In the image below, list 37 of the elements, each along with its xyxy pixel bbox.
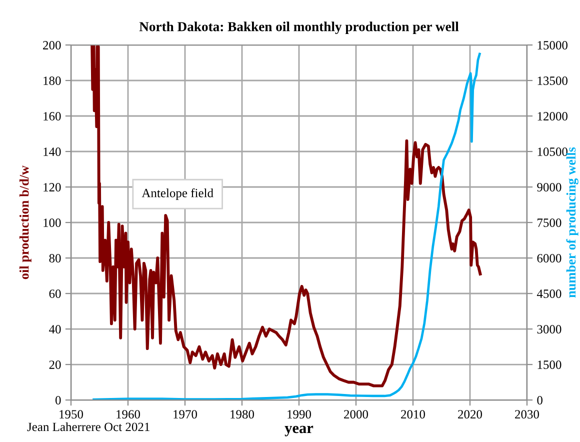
y2-axis-title: number of producing wells xyxy=(566,147,578,298)
text: Jean Laherrere Oct 2021 xyxy=(27,422,150,432)
y-tick-label: 40 xyxy=(49,325,61,334)
y-tick-label: 140 xyxy=(44,148,61,156)
x-tick-label: 2020 xyxy=(458,410,482,419)
x-tick-label: 1960 xyxy=(116,410,140,419)
y-tick-label: 60 xyxy=(49,290,61,298)
y2-tick-label: 9000 xyxy=(537,183,562,192)
x-tick-label: 1950 xyxy=(60,410,84,419)
y-tick-label: 160 xyxy=(44,112,61,120)
y-axis-title: oil production b/d/w xyxy=(19,165,32,280)
y-tick-label: 100 xyxy=(44,218,61,227)
x-axis-title: year xyxy=(284,426,314,436)
annotation: Antelope field xyxy=(142,188,214,200)
y2-tick-label: 10500 xyxy=(538,148,568,156)
y2-tick-label: 0 xyxy=(537,396,542,404)
x-tick-label: 2030 xyxy=(515,410,540,419)
y2-tick-label: 1500 xyxy=(538,360,562,369)
y2-tick-label: 4500 xyxy=(536,290,562,298)
y-tick-label: 0 xyxy=(55,396,61,404)
chart-title: North Dakota: Bakken oil monthly production per well xyxy=(139,22,459,34)
y-tick-label: 20 xyxy=(49,360,61,369)
x-tick-label: 1990 xyxy=(288,410,312,419)
x-tick-label: 1970 xyxy=(174,410,198,419)
y2-tick-label: 13500 xyxy=(538,76,568,85)
y-tick-label: 80 xyxy=(49,254,61,262)
y-tick-label: 120 xyxy=(44,183,61,192)
x-tick-label: 1980 xyxy=(230,410,254,419)
y2-tick-label: 7500 xyxy=(538,218,562,227)
y2-tick-label: 6000 xyxy=(537,254,562,262)
y-tick-label: 200 xyxy=(43,41,61,50)
x-tick-label: 2010 xyxy=(401,410,426,419)
y2-tick-label: 12000 xyxy=(538,112,568,120)
x-tick-label: 2000 xyxy=(344,410,368,419)
y2-tick-label: 15000 xyxy=(538,41,568,50)
y-tick-label: 180 xyxy=(44,76,61,85)
y2-tick-label: 3000 xyxy=(537,325,562,334)
